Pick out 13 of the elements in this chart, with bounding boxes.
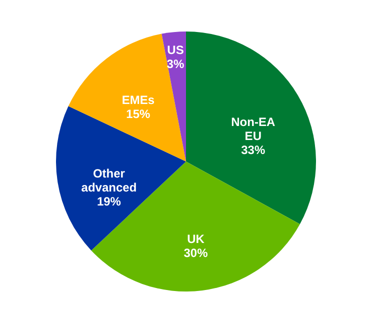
- pie-slice: [68, 34, 186, 162]
- data-label: 3%: [166, 57, 184, 72]
- slice-label: US: [167, 43, 184, 58]
- pie-slice: [186, 32, 316, 224]
- slice-label: UK: [187, 232, 205, 246]
- slice-label: Other advanced: [81, 166, 137, 195]
- data-label: 33%: [241, 142, 266, 157]
- slice-label: EMEs: [122, 92, 155, 107]
- data-label: 15%: [126, 106, 151, 121]
- pie-slice: [56, 106, 186, 250]
- data-label: 19%: [96, 194, 122, 209]
- slice-label: Non-EA EU: [231, 114, 276, 143]
- data-label: 30%: [184, 246, 208, 260]
